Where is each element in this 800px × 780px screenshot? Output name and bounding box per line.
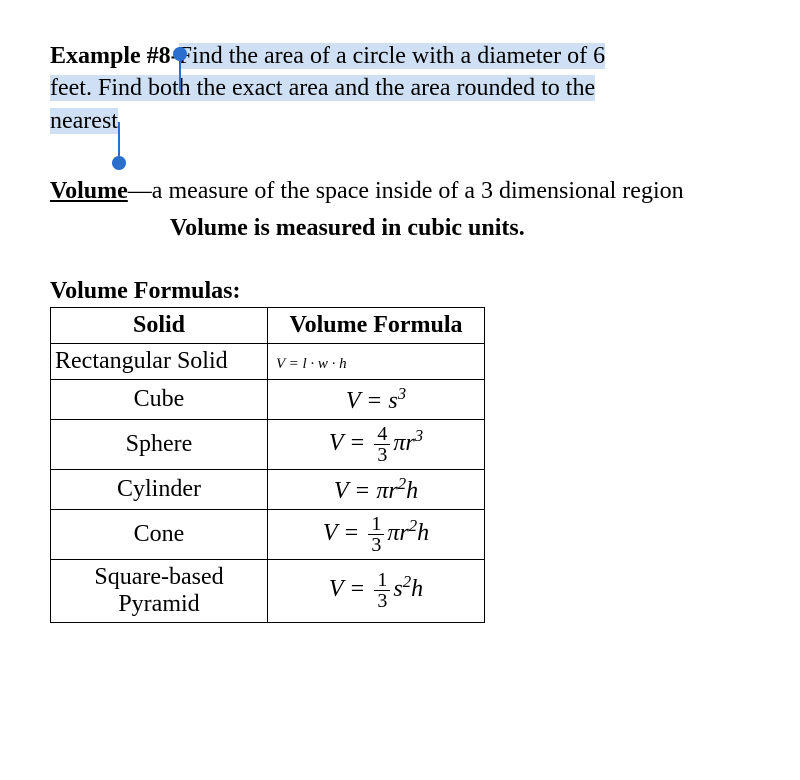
formula-cylinder: V = πr2h [268,469,485,509]
formula-pyramid: V = 13s2h [268,559,485,622]
volume-formulas-title: Volume Formulas: [50,278,750,305]
table-row: Sphere V = 43πr3 [51,419,485,469]
volume-title: Volume [50,178,128,204]
volume-formulas-table: Solid Volume Formula Rectangular Solid V… [50,307,485,623]
table-header-row: Solid Volume Formula [51,307,485,343]
solid-name-sphere: Sphere [51,419,268,469]
header-formula: Volume Formula [268,307,485,343]
selected-text-line2[interactable]: feet. Find both the exact area and the a… [50,75,595,101]
formula-rect: V = l · w · h [268,343,485,379]
volume-def-body: a measure of the space inside of a 3 dim… [152,178,684,204]
table-row: Rectangular Solid V = l · w · h [51,343,485,379]
solid-name-cone: Cone [51,509,268,559]
table-row: Cylinder V = πr2h [51,469,485,509]
formula-cone: V = 13πr2h [268,509,485,559]
table-row: Square-basedPyramid V = 13s2h [51,559,485,622]
formula-cube: V = s3 [268,379,485,419]
table-row: Cone V = 13πr2h [51,509,485,559]
selected-text-line1[interactable]: Find the area of a circle with a diamete… [179,43,605,69]
selected-text-line3[interactable]: nearest [50,108,118,134]
dash: — [128,178,152,204]
solid-name-cylinder: Cylinder [51,469,268,509]
example-label: Example #8- [50,43,179,69]
formula-sphere: V = 43πr3 [268,419,485,469]
example-block: Example #8-Find the area of a circle wit… [50,40,750,137]
header-solid: Solid [51,307,268,343]
volume-definition: Volume—a measure of the space inside of … [50,175,750,244]
solid-name-cube: Cube [51,379,268,419]
solid-name-pyramid: Square-basedPyramid [51,559,268,622]
volume-measured-line: Volume is measured in cubic units. [170,212,750,244]
table-row: Cube V = s3 [51,379,485,419]
solid-name-rect: Rectangular Solid [51,343,268,379]
